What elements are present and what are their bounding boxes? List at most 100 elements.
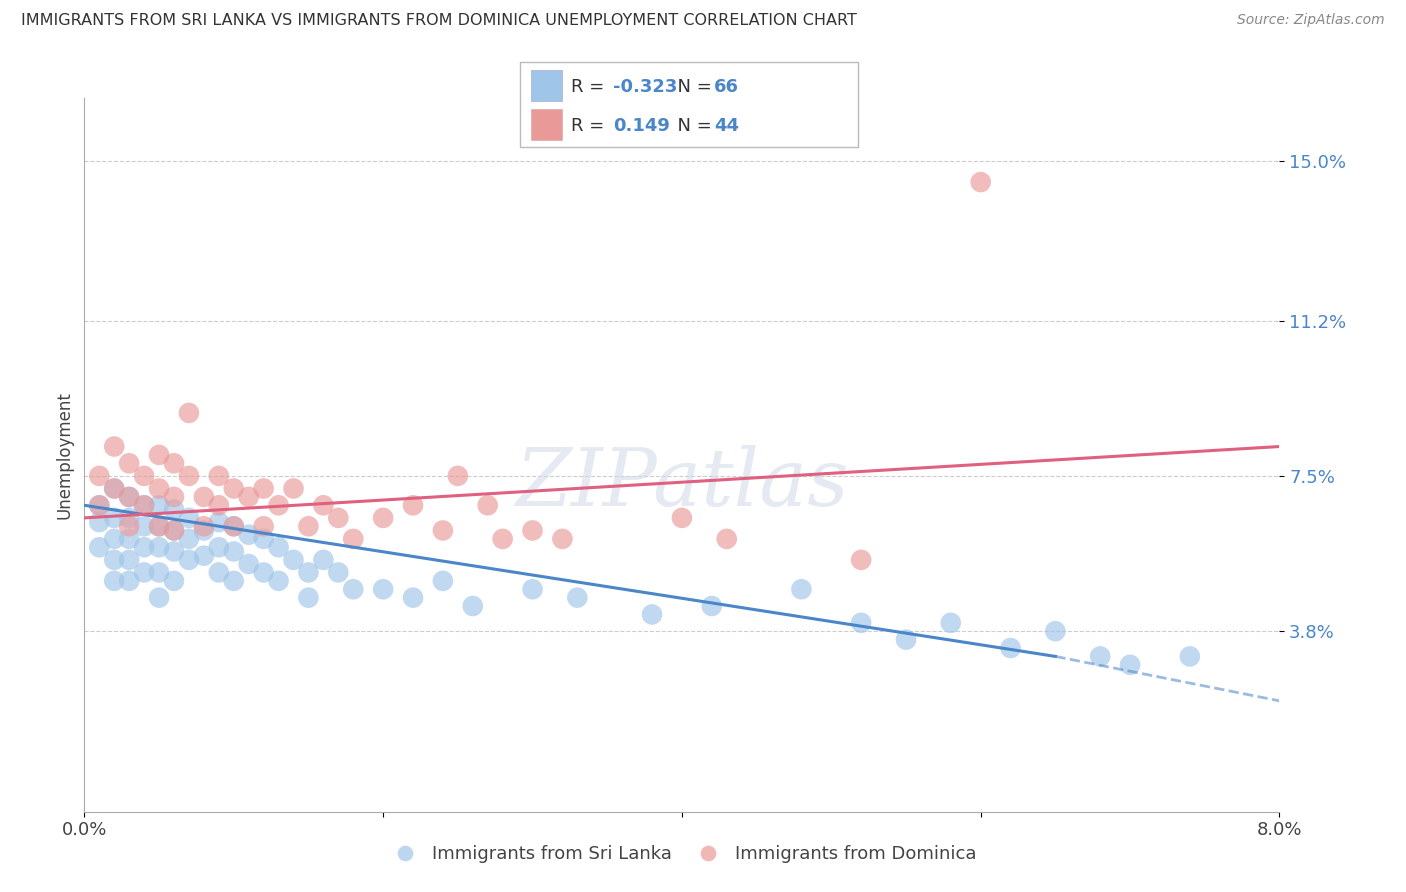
Point	[132, 519, 156, 533]
Point	[222, 519, 245, 533]
Point	[1178, 649, 1201, 664]
Point	[267, 574, 290, 588]
Point	[163, 502, 186, 516]
Point	[148, 541, 170, 555]
Text: IMMIGRANTS FROM SRI LANKA VS IMMIGRANTS FROM DOMINICA UNEMPLOYMENT CORRELATION C: IMMIGRANTS FROM SRI LANKA VS IMMIGRANTS …	[21, 13, 858, 29]
Text: -0.323: -0.323	[613, 78, 678, 96]
Point	[1000, 640, 1022, 655]
Point	[193, 490, 215, 504]
Text: R =: R =	[571, 117, 616, 135]
Point	[163, 524, 186, 538]
Point	[177, 469, 200, 483]
Point	[238, 490, 260, 504]
Point	[118, 553, 141, 567]
Point	[148, 591, 170, 605]
Point	[1119, 657, 1142, 672]
Legend: Immigrants from Sri Lanka, Immigrants from Dominica: Immigrants from Sri Lanka, Immigrants fr…	[380, 838, 984, 871]
Point	[118, 574, 141, 588]
Point	[148, 448, 170, 462]
Point	[89, 469, 111, 483]
Point	[238, 557, 260, 571]
Text: 44: 44	[714, 117, 740, 135]
Point	[522, 582, 544, 597]
Point	[163, 524, 186, 538]
Point	[148, 519, 170, 533]
Point	[671, 511, 693, 525]
Point	[89, 541, 111, 555]
Point	[342, 582, 364, 597]
Point	[89, 498, 111, 512]
Text: N =: N =	[666, 117, 718, 135]
Point	[312, 553, 335, 567]
Point	[89, 498, 111, 512]
Point	[371, 511, 394, 525]
Point	[894, 632, 917, 647]
Point	[193, 524, 215, 538]
Point	[148, 566, 170, 580]
Point	[447, 469, 470, 483]
Point	[641, 607, 664, 622]
Point	[148, 519, 170, 533]
Text: N =: N =	[666, 78, 718, 96]
Point	[969, 175, 991, 189]
Point	[208, 469, 231, 483]
Point	[177, 553, 200, 567]
Point	[939, 615, 962, 630]
Point	[118, 519, 141, 533]
Point	[222, 574, 245, 588]
Point	[371, 582, 394, 597]
Point	[132, 541, 156, 555]
Point	[461, 599, 484, 613]
Point	[432, 524, 454, 538]
Point	[118, 456, 141, 470]
Point	[267, 498, 290, 512]
Point	[222, 519, 245, 533]
Point	[103, 532, 125, 546]
Point	[118, 490, 141, 504]
Point	[1088, 649, 1111, 664]
Point	[222, 482, 245, 496]
Point	[103, 482, 125, 496]
Point	[477, 498, 499, 512]
Point	[567, 591, 589, 605]
Point	[432, 574, 454, 588]
Point	[103, 482, 125, 496]
Point	[148, 482, 170, 496]
Point	[849, 615, 872, 630]
Point	[163, 490, 186, 504]
Point	[177, 406, 200, 420]
Point	[312, 498, 335, 512]
Y-axis label: Unemployment: Unemployment	[55, 391, 73, 519]
Point	[297, 566, 319, 580]
Point	[163, 544, 186, 558]
Point	[297, 591, 319, 605]
Point	[132, 469, 156, 483]
Point	[402, 498, 425, 512]
Point	[118, 532, 141, 546]
Point	[222, 544, 245, 558]
Point	[700, 599, 723, 613]
Point	[103, 511, 125, 525]
Point	[551, 532, 574, 546]
Text: R =: R =	[571, 78, 610, 96]
Point	[118, 511, 141, 525]
Point	[328, 566, 350, 580]
Point	[132, 498, 156, 512]
Point	[208, 566, 231, 580]
Point	[103, 553, 125, 567]
Point	[849, 553, 872, 567]
Point	[253, 566, 276, 580]
Point	[267, 541, 290, 555]
Point	[89, 515, 111, 529]
Point	[492, 532, 515, 546]
Point	[402, 591, 425, 605]
Point	[118, 490, 141, 504]
Point	[193, 549, 215, 563]
Point	[283, 553, 305, 567]
Point	[177, 511, 200, 525]
Point	[208, 498, 231, 512]
Point	[238, 527, 260, 541]
Point	[297, 519, 319, 533]
Point	[103, 440, 125, 454]
Point	[716, 532, 738, 546]
